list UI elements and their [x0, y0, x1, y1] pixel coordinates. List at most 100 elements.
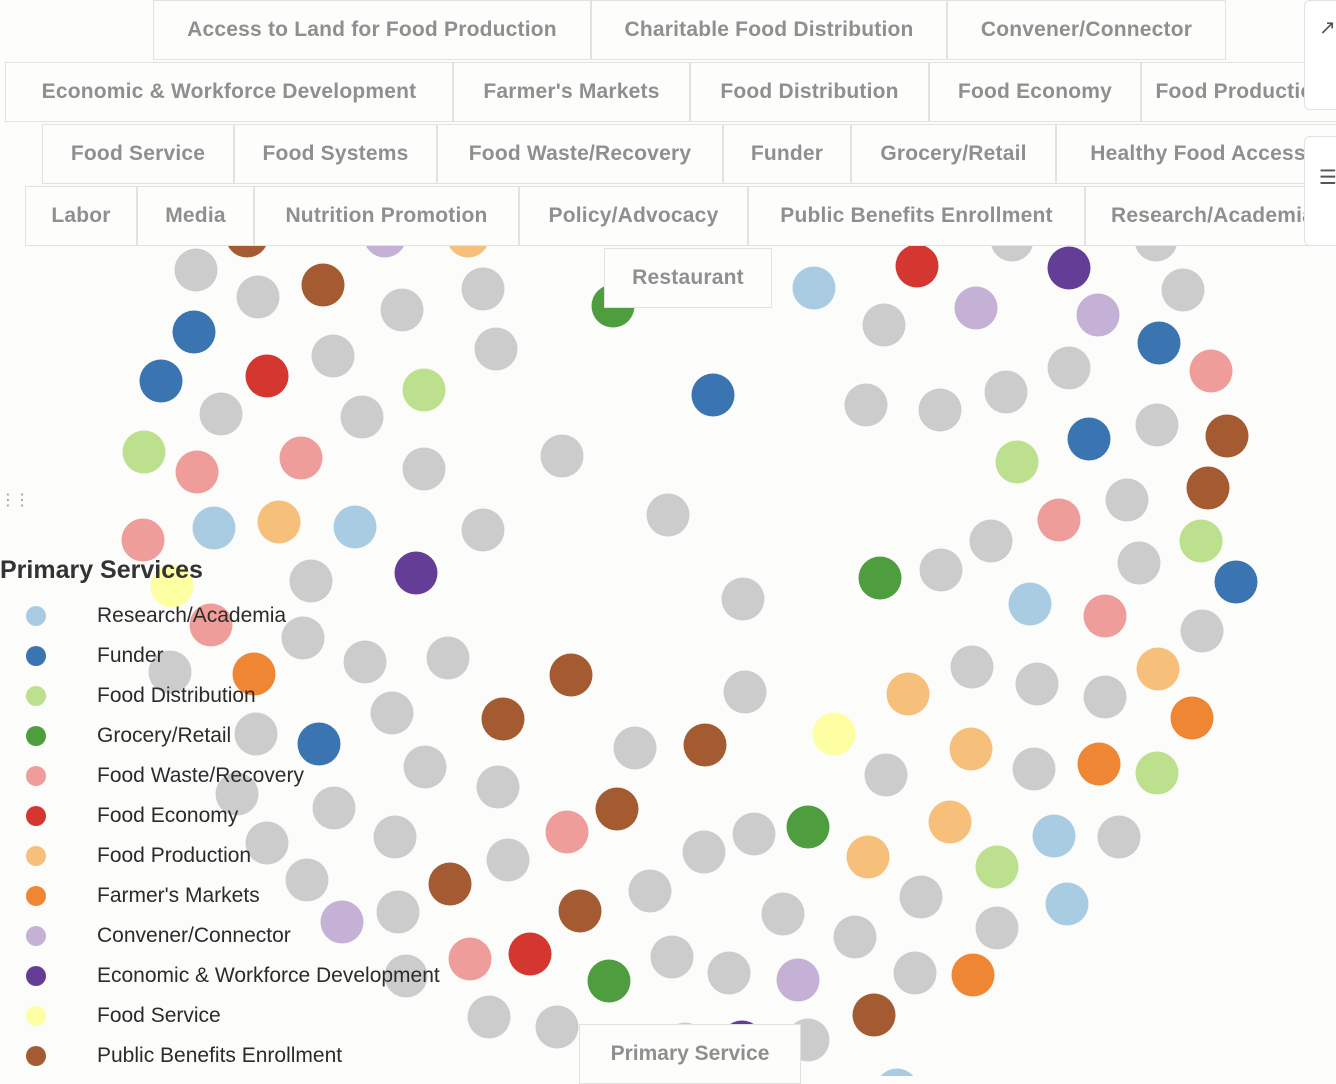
organization-bubble[interactable] — [297, 722, 341, 766]
organization-bubble[interactable] — [1117, 541, 1161, 585]
organization-bubble[interactable] — [1015, 662, 1059, 706]
organization-bubble[interactable] — [864, 753, 908, 797]
organization-bubble[interactable] — [587, 959, 631, 1003]
organization-bubble[interactable] — [301, 263, 345, 307]
organization-bubble[interactable] — [919, 548, 963, 592]
group-label-primary-service[interactable]: Primary Service — [579, 1024, 801, 1084]
organization-bubble[interactable] — [376, 890, 420, 934]
organization-bubble[interactable] — [257, 500, 301, 544]
organization-bubble[interactable] — [467, 995, 511, 1039]
organization-bubble[interactable] — [175, 450, 219, 494]
organization-bubble[interactable] — [1077, 742, 1121, 786]
organization-bubble[interactable] — [646, 493, 690, 537]
filter-button[interactable]: Nutrition Promotion — [254, 186, 519, 246]
organization-bubble[interactable] — [121, 518, 165, 562]
organization-bubble[interactable] — [1170, 696, 1214, 740]
organization-bubble[interactable] — [893, 951, 937, 995]
organization-bubble[interactable] — [192, 506, 236, 550]
organization-bubble[interactable] — [628, 869, 672, 913]
organization-bubble[interactable] — [481, 697, 525, 741]
organization-bubble[interactable] — [721, 577, 765, 621]
filter-button[interactable]: Restaurant — [604, 248, 772, 308]
organization-bubble[interactable] — [691, 373, 735, 417]
organization-bubble[interactable] — [812, 712, 856, 756]
organization-bubble[interactable] — [858, 556, 902, 600]
organization-bubble[interactable] — [150, 564, 194, 608]
organization-bubble[interactable] — [428, 862, 472, 906]
filter-button[interactable]: Policy/Advocacy — [519, 186, 748, 246]
organization-bubble[interactable] — [549, 653, 593, 697]
organization-bubble[interactable] — [846, 835, 890, 879]
filter-button[interactable]: Food Economy — [929, 62, 1141, 122]
filter-button[interactable]: Healthy Food Access — [1056, 124, 1336, 184]
organization-bubble[interactable] — [373, 815, 417, 859]
organization-bubble[interactable] — [1105, 478, 1149, 522]
organization-bubble[interactable] — [189, 603, 233, 647]
filter-button[interactable]: Funder — [723, 124, 851, 184]
organization-bubble[interactable] — [279, 436, 323, 480]
organization-bubble[interactable] — [199, 392, 243, 436]
organization-bubble[interactable] — [1032, 814, 1076, 858]
organization-bubble[interactable] — [1137, 321, 1181, 365]
organization-bubble[interactable] — [844, 383, 888, 427]
organization-bubble[interactable] — [723, 670, 767, 714]
organization-bubble[interactable] — [320, 900, 364, 944]
organization-bubble[interactable] — [995, 440, 1039, 484]
organization-bubble[interactable] — [245, 354, 289, 398]
organization-bubble[interactable] — [139, 359, 183, 403]
organization-bubble[interactable] — [833, 915, 877, 959]
organization-bubble[interactable] — [558, 889, 602, 933]
organization-bubble[interactable] — [402, 447, 446, 491]
organization-bubble[interactable] — [918, 388, 962, 432]
organization-bubble[interactable] — [951, 953, 995, 997]
organization-bubble[interactable] — [975, 906, 1019, 950]
organization-bubble[interactable] — [1047, 246, 1091, 290]
organization-bubble[interactable] — [540, 434, 584, 478]
organization-bubble[interactable] — [1180, 609, 1224, 653]
organization-bubble[interactable] — [340, 395, 384, 439]
organization-bubble[interactable] — [1076, 293, 1120, 337]
filter-button[interactable]: Labor — [25, 186, 137, 246]
filter-button[interactable]: Food Waste/Recovery — [437, 124, 723, 184]
organization-bubble[interactable] — [1083, 675, 1127, 719]
organization-bubble[interactable] — [683, 723, 727, 767]
organization-bubble[interactable] — [707, 951, 751, 995]
organization-bubble[interactable] — [289, 559, 333, 603]
legend-drag-handle-icon[interactable]: ⋮⋮ — [0, 492, 30, 509]
organization-bubble[interactable] — [895, 244, 939, 288]
organization-bubble[interactable] — [949, 727, 993, 771]
filter-button[interactable]: Media — [137, 186, 254, 246]
organization-bubble[interactable] — [1008, 582, 1052, 626]
organization-bubble[interactable] — [776, 958, 820, 1002]
organization-bubble[interactable] — [402, 368, 446, 412]
organization-bubble[interactable] — [1186, 466, 1230, 510]
organization-bubble[interactable] — [461, 267, 505, 311]
organization-bubble[interactable] — [984, 370, 1028, 414]
organization-bubble[interactable] — [122, 430, 166, 474]
organization-bubble[interactable] — [899, 875, 943, 919]
organization-bubble[interactable] — [486, 838, 530, 882]
organization-bubble[interactable] — [761, 892, 805, 936]
organization-bubble[interactable] — [1161, 268, 1205, 312]
filter-button[interactable]: Convener/Connector — [947, 0, 1226, 60]
organization-bubble[interactable] — [1037, 498, 1081, 542]
organization-bubble[interactable] — [232, 652, 276, 696]
organization-bubble[interactable] — [852, 993, 896, 1037]
organization-bubble[interactable] — [950, 645, 994, 689]
organization-bubble[interactable] — [969, 519, 1013, 563]
organization-bubble[interactable] — [1205, 414, 1249, 458]
filter-button[interactable]: Food Distribution — [690, 62, 929, 122]
organization-bubble[interactable] — [285, 858, 329, 902]
organization-bubble[interactable] — [1067, 417, 1111, 461]
organization-bubble[interactable] — [1189, 349, 1233, 393]
organization-bubble[interactable] — [148, 650, 192, 694]
organization-bubble[interactable] — [448, 937, 492, 981]
organization-bubble[interactable] — [476, 765, 520, 809]
organization-bubble[interactable] — [311, 334, 355, 378]
organization-bubble[interactable] — [886, 672, 930, 716]
filter-button[interactable]: Research/Academia — [1085, 186, 1336, 246]
organization-bubble[interactable] — [928, 800, 972, 844]
organization-bubble[interactable] — [786, 805, 830, 849]
organization-bubble[interactable] — [1083, 594, 1127, 638]
organization-bubble[interactable] — [384, 954, 428, 998]
